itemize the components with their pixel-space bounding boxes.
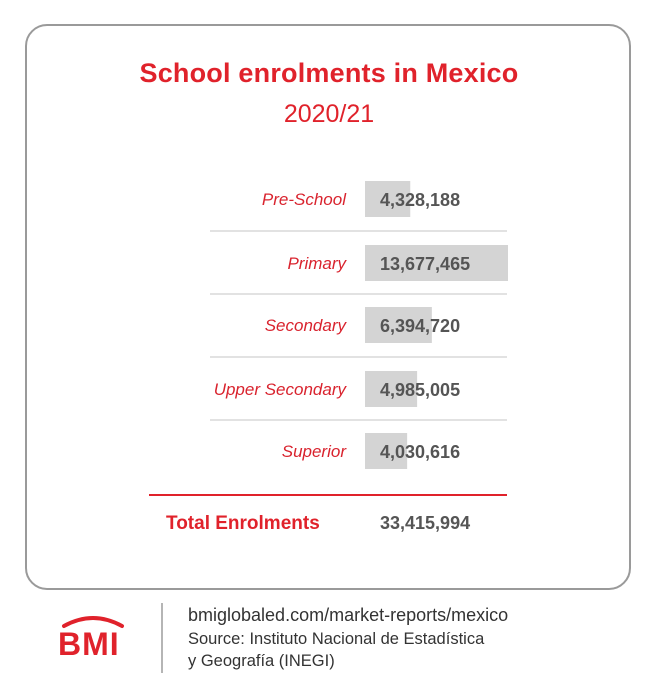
total-value: 33,415,994 (380, 513, 471, 533)
bar-primary (365, 245, 508, 281)
value-label: 13,677,465 (380, 254, 470, 274)
bmi-logo-text: BMI (58, 626, 120, 662)
value-label: 4,030,616 (380, 442, 460, 462)
footer-source-line-1: Source: Instituto Nacional de Estadístic… (188, 630, 485, 648)
bar-upper-secondary (365, 371, 418, 407)
bar-superior (365, 433, 408, 469)
chart-title: School enrolments in Mexico (139, 58, 519, 88)
footer-divider (161, 603, 163, 673)
chart-subtitle: 2020/21 (283, 100, 375, 128)
value-label: 4,328,188 (380, 190, 460, 210)
bmi-logo-icon (62, 616, 124, 628)
category-label: Superior (282, 442, 348, 461)
total-divider (149, 494, 507, 496)
bar-pre-school (365, 181, 411, 217)
total-label: Total Enrolments (166, 513, 320, 534)
footer-url[interactable]: bmiglobaled.com/market-reports/mexico (188, 605, 509, 625)
value-label: 6,394,720 (380, 316, 460, 336)
bar-secondary (365, 307, 432, 343)
category-label: Secondary (265, 316, 348, 335)
category-label: Primary (287, 254, 347, 273)
category-label: Pre-School (262, 190, 347, 209)
footer-source-line-2: y Geografía (INEGI) (188, 652, 335, 670)
category-label: Upper Secondary (214, 380, 348, 399)
value-label: 4,985,005 (380, 380, 460, 400)
